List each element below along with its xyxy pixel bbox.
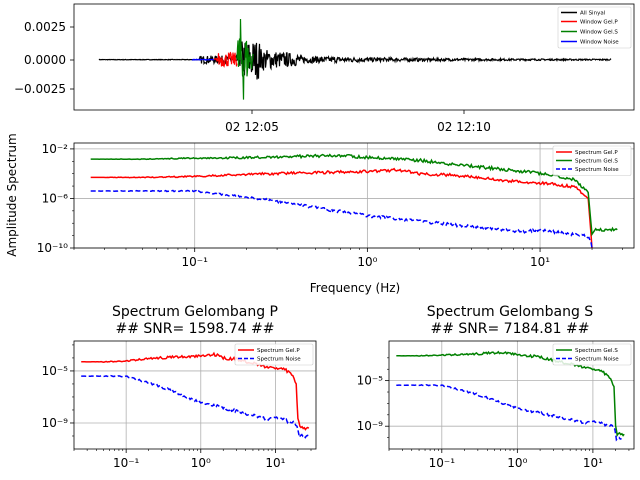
y-tick-label: 10⁻⁵ xyxy=(357,374,384,388)
legend-label: Spectrum Noise xyxy=(575,357,619,363)
y-tick-label: 10⁻⁵ xyxy=(42,364,69,378)
legend: Spectrum Gel.S Spectrum Noise xyxy=(552,343,632,366)
legend-box xyxy=(234,343,314,366)
y-tick-label: 10⁻⁶ xyxy=(42,191,69,205)
spectrum-p-title: ## SNR= 1598.74 ## xyxy=(116,321,275,337)
legend-box xyxy=(552,343,632,366)
waveform-all-signal xyxy=(98,41,612,80)
waveform-s-window xyxy=(236,19,254,100)
x-tick-label: 10⁻¹ xyxy=(181,255,208,269)
series-spectrum-gel-p xyxy=(81,351,310,431)
y-tick-label: 10⁻⁹ xyxy=(42,416,69,430)
waveform-noise-window xyxy=(191,58,215,61)
legend: Spectrum Gel.P Spectrum Noise xyxy=(234,343,314,366)
waveform-xtick-label: 02 12:05 xyxy=(225,120,279,134)
series-spectrum-gel-s xyxy=(396,350,625,438)
x-tick-label: 10⁰ xyxy=(191,456,211,470)
waveform-xtick-label: 02 12:10 xyxy=(437,120,491,134)
waveform-ytick-label: −0.0025 xyxy=(14,82,66,96)
spectrum-s-title: ## SNR= 7184.81 ## xyxy=(431,321,590,337)
waveform-frame xyxy=(73,3,635,111)
y-tick-label: 10⁻⁹ xyxy=(357,419,384,433)
x-tick-label: 10¹ xyxy=(583,456,603,470)
y-tick-label: 10⁻¹⁰ xyxy=(37,241,68,255)
legend-label: Spectrum Gel.P xyxy=(257,348,300,354)
axes-frame xyxy=(73,340,317,450)
series-group xyxy=(90,153,618,248)
x-tick-label: 10⁻¹ xyxy=(429,456,456,470)
waveform-ytick-label: 0.0000 xyxy=(24,53,66,67)
legend-label: Window Noise xyxy=(580,40,619,46)
legend-label: Window Gel.P xyxy=(580,20,618,26)
waveform-ytick-label: 0.0025 xyxy=(24,20,66,34)
series-spectrum-noise xyxy=(81,374,310,439)
legend-label: Spectrum Gel.S xyxy=(575,348,618,354)
waveform-legend: All Sinyal Window Gel.P Window Gel.S Win… xyxy=(557,6,632,49)
legend-label: All Sinyal xyxy=(580,11,606,17)
legend-label: Spectrum Noise xyxy=(575,167,619,173)
x-tick-label: 10¹ xyxy=(530,255,550,269)
x-tick-label: 10¹ xyxy=(265,456,285,470)
spectrum-xlabel: Frequency (Hz) xyxy=(310,281,401,295)
series-group xyxy=(396,350,625,442)
spectrum-s-title: Spectrum Gelombang S xyxy=(427,304,594,320)
spectrum-ylabel: Amplitude Spectrum xyxy=(5,133,19,256)
axes-frame xyxy=(388,340,635,450)
legend-label: Spectrum Gel.S xyxy=(575,159,618,165)
axes-frame xyxy=(73,142,635,249)
spectrum-p-title: Spectrum Gelombang P xyxy=(112,304,278,320)
legend: Spectrum Gel.P Spectrum Gel.S Spectrum Noi… xyxy=(552,145,632,176)
legend-box xyxy=(552,145,632,176)
legend-label: Spectrum Noise xyxy=(257,357,301,363)
x-tick-label: 10⁰ xyxy=(357,255,377,269)
x-tick-label: 10⁻¹ xyxy=(113,456,140,470)
x-tick-label: 10⁰ xyxy=(507,456,527,470)
series-spectrum-noise xyxy=(396,383,622,442)
waveform-axes: 0.0025 0.0000 −0.0025 02 12:05 02 12:10 … xyxy=(14,3,635,134)
legend-label: Spectrum Gel.P xyxy=(575,150,618,156)
y-tick-label: 10⁻² xyxy=(42,142,69,156)
series-spectrum-noise xyxy=(90,189,593,248)
series-spectrum-gel-s xyxy=(90,153,618,237)
legend-label: Window Gel.S xyxy=(580,30,618,36)
series-spectrum-gel-p xyxy=(90,167,593,248)
series-group xyxy=(81,351,310,439)
waveform-traces xyxy=(98,19,612,100)
waveform-p-window xyxy=(213,51,238,68)
